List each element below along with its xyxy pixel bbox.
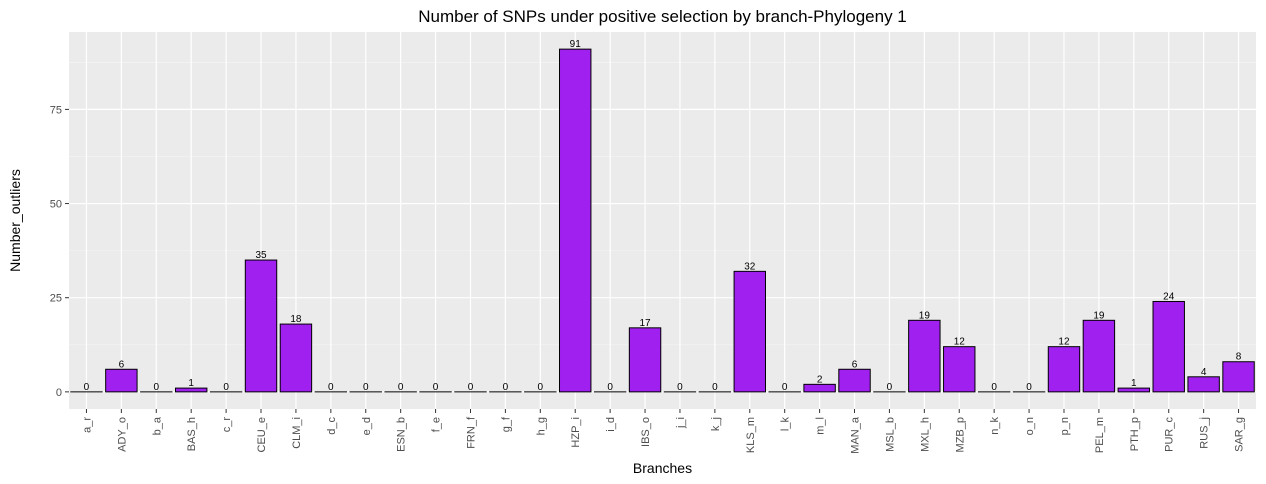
y-tick-label: 0	[56, 387, 62, 399]
data-label-CEU_e: 35	[255, 250, 267, 261]
x-tick-label-PTH_p: PTH_p	[1129, 417, 1141, 451]
x-tick-label-BAS_h: BAS_h	[186, 417, 198, 451]
data-label-BAS_h: 1	[188, 378, 194, 389]
x-tick-label-CLM_i: CLM_i	[291, 417, 303, 449]
bar-CLM_i	[279, 323, 313, 393]
data-label-k_j: 0	[712, 382, 718, 393]
x-tick-label-h_g: h_g	[535, 417, 547, 435]
data-label-KLS_m: 32	[744, 261, 756, 272]
x-tick-label-k_j: k_j	[710, 417, 722, 431]
x-tick-label-p_n: p_n	[1059, 417, 1071, 435]
x-tick-label-ADY_o: ADY_o	[116, 417, 128, 452]
x-tick-label-j_i: j_i	[675, 417, 687, 429]
data-label-m_l: 2	[817, 374, 823, 385]
bar-MAN_a	[838, 368, 871, 393]
data-label-IBS_o: 17	[639, 318, 651, 329]
bar-KLS_m	[733, 270, 766, 393]
x-tick-label-PEL_m: PEL_m	[1094, 417, 1106, 453]
bar-PEL_m	[1082, 319, 1116, 393]
x-tick-label-IBS_o: IBS_o	[640, 417, 652, 447]
x-tick-label-MAN_a: MAN_a	[850, 416, 862, 454]
data-label-ESN_b: 0	[398, 382, 404, 393]
data-label-c_r: 0	[223, 382, 229, 393]
data-label-n_k: 0	[991, 382, 997, 393]
y-tick-label: 50	[50, 199, 62, 211]
x-tick-label-MSL_b: MSL_b	[884, 417, 896, 452]
bar-HZP_i	[559, 48, 592, 393]
data-label-SAR_g: 8	[1236, 352, 1242, 363]
data-label-l_k: 0	[782, 382, 788, 393]
data-label-MXL_h: 19	[919, 310, 931, 321]
bar-BAS_h	[174, 387, 208, 393]
data-label-ADY_o: 6	[119, 359, 125, 370]
x-tick-label-d_c: d_c	[326, 417, 338, 435]
x-tick-label-c_r: c_r	[221, 417, 233, 433]
x-tick-label-e_d: e_d	[361, 417, 373, 435]
data-label-f_e: 0	[433, 382, 439, 393]
data-label-d_c: 0	[328, 382, 334, 393]
x-tick-label-b_a: b_a	[151, 416, 163, 435]
data-label-MSL_b: 0	[887, 382, 893, 393]
data-label-MAN_a: 6	[852, 359, 858, 370]
x-tick-label-i_d: i_d	[605, 417, 617, 432]
x-tick-label-l_k: l_k	[780, 417, 792, 432]
data-label-g_f: 0	[503, 382, 509, 393]
x-tick-label-a_r: a_r	[81, 417, 93, 433]
bar-m_l	[803, 383, 836, 393]
y-tick-label: 25	[50, 293, 62, 305]
x-tick-label-MZB_p: MZB_p	[954, 417, 966, 452]
y-tick-label: 75	[50, 104, 62, 116]
x-tick-label-f_e: f_e	[431, 417, 443, 432]
x-tick-label-ESN_b: ESN_b	[396, 417, 408, 452]
data-label-a_r: 0	[84, 382, 90, 393]
bar-PUR_c	[1152, 300, 1185, 393]
data-label-PUR_c: 24	[1163, 291, 1175, 302]
x-tick-label-RUS_j: RUS_j	[1199, 417, 1211, 449]
bar-SAR_g	[1222, 361, 1255, 393]
x-axis: a_r ADY_o b_a BAS_h c_r CEU_e CLM_i d_c e_d ESN_b…	[81, 409, 1246, 454]
x-tick-label-FRN_f: FRN_f	[465, 416, 477, 449]
x-tick-label-g_f: g_f	[500, 416, 512, 432]
data-label-i_d: 0	[607, 382, 613, 393]
x-tick-label-CEU_e: CEU_e	[256, 417, 268, 452]
bar-PTH_p	[1117, 387, 1151, 393]
data-label-PEL_m: 19	[1093, 310, 1105, 321]
data-label-FRN_f: 0	[468, 382, 474, 393]
bar-RUS_j	[1187, 376, 1220, 393]
y-axis-title: Number_outliers	[7, 169, 23, 272]
x-tick-label-n_k: n_k	[989, 417, 1001, 435]
data-label-b_a: 0	[153, 382, 159, 393]
x-axis-title: Branches	[633, 460, 692, 476]
data-label-RUS_j: 4	[1201, 367, 1207, 378]
x-tick-label-HZP_i: HZP_i	[570, 417, 582, 448]
x-tick-label-m_l: m_l	[815, 417, 827, 435]
x-tick-label-o_n: o_n	[1024, 417, 1036, 435]
y-axis: 0 25 50 75	[50, 104, 69, 399]
bar-MZB_p	[943, 346, 976, 393]
x-tick-label-KLS_m: KLS_m	[745, 417, 757, 453]
data-label-j_i: 0	[677, 382, 683, 393]
x-tick-label-MXL_h: MXL_h	[919, 417, 931, 452]
data-label-p_n: 12	[1058, 337, 1070, 348]
data-label-PTH_p: 1	[1131, 378, 1137, 389]
data-label-MZB_p: 12	[954, 337, 966, 348]
bar-MXL_h	[908, 319, 941, 393]
chart-title: Number of SNPs under positive selection …	[418, 7, 907, 26]
data-label-h_g: 0	[538, 382, 544, 393]
data-label-HZP_i: 91	[570, 39, 582, 50]
x-tick-label-SAR_g: SAR_g	[1234, 417, 1246, 452]
bar-p_n	[1047, 346, 1081, 393]
data-label-o_n: 0	[1026, 382, 1032, 393]
bar-CEU_e	[244, 259, 278, 393]
data-label-CLM_i: 18	[290, 314, 302, 325]
x-tick-label-PUR_c: PUR_c	[1164, 417, 1176, 452]
bar-ADY_o	[105, 368, 138, 393]
data-label-e_d: 0	[363, 382, 369, 393]
gridlines	[69, 32, 1256, 409]
bar-IBS_o	[628, 327, 662, 393]
